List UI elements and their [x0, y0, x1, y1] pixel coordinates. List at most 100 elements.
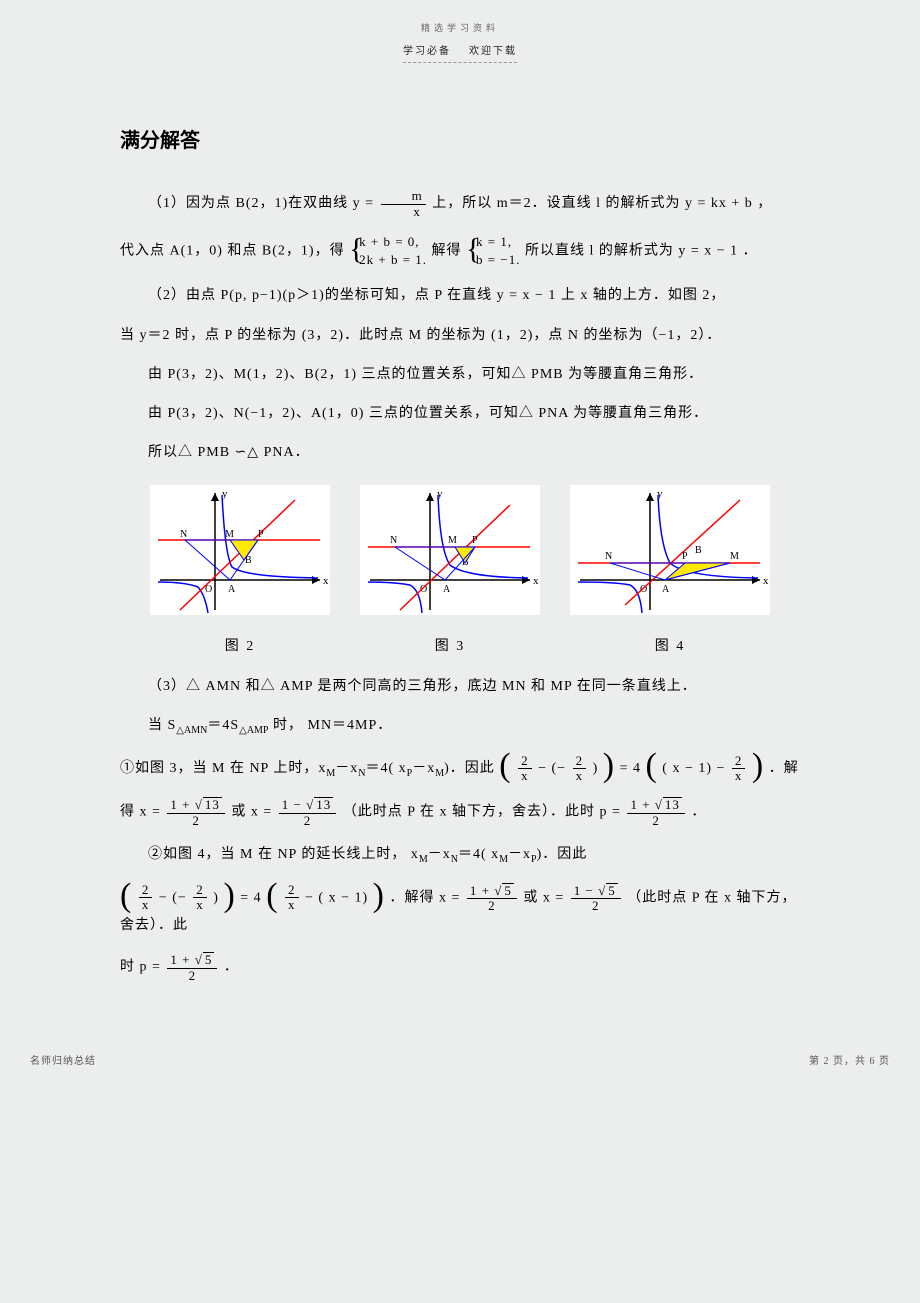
x-eq-3: x = [439, 890, 465, 905]
p13-b: 或 [523, 890, 543, 905]
svg-text:A: A [662, 584, 670, 595]
p10-f: ．解 [769, 761, 799, 776]
eq-y-mx: y = mx [353, 196, 428, 211]
num: 2 [518, 754, 532, 769]
paragraph-10: ①如图 3，当 M 在 NP 上时，xM－xN＝4( xP－xM)．因此 ( 2… [120, 754, 800, 784]
close-neg: ) [593, 761, 599, 776]
num: 2 [285, 883, 299, 898]
footer-right: 第 2 页，共 6 页 [809, 1053, 890, 1071]
p10-e: )．因此 [444, 761, 499, 776]
close-neg2: ) [213, 890, 219, 905]
figure-2-caption: 图 2 [150, 634, 330, 659]
paragraph-13: ( 2x − (− 2x ) ) = 4 ( 2x − ( x − 1) ) ．… [120, 883, 800, 939]
sys1-r2: 2k + b = 1. [359, 251, 427, 269]
main-content: 满分解答 （1）因为点 B(2，1)在双曲线 y = mx 上，所以 m＝2．设… [0, 123, 920, 983]
p12-e: )．因此 [537, 847, 588, 862]
page-subheader: 学习必备 欢迎下载 [403, 43, 517, 63]
p13-a: ．解得 [389, 890, 439, 905]
sys2-r2: b = −1. [476, 251, 520, 269]
frac-2x-2: 2x [573, 754, 587, 784]
num: 2 [573, 754, 587, 769]
frac-2x-6: 2x [285, 883, 299, 913]
den: x [518, 769, 532, 783]
eq4-2: = 4 [240, 890, 261, 905]
figure-3-caption: 图 3 [360, 634, 540, 659]
svg-text:P: P [258, 529, 264, 540]
frac-sqrt5-3: 1 + √52 [167, 952, 217, 983]
page-subheader-wrap: 学习必备 欢迎下载 [0, 38, 920, 63]
p1-text-c: ， [757, 196, 772, 211]
x-1-term: ( x − 1) − [662, 761, 730, 776]
minus-x1: − ( x − 1) [305, 890, 368, 905]
sub-m2: M [435, 767, 444, 778]
paragraph-11: 得 x = 1 + √132 或 x = 1 − √132 （此时点 P 在 x… [120, 797, 800, 828]
svg-text:x: x [533, 575, 539, 587]
footer-left: 名师归纳总结 [30, 1053, 96, 1071]
svg-text:x: x [763, 575, 769, 587]
den: x [732, 769, 746, 783]
frac-sqrt13-1: 1 + √132 [167, 797, 224, 828]
frac-2x-3: 2x [732, 754, 746, 784]
x-eq-4: x = [543, 890, 569, 905]
paragraph-14: 时 p = 1 + √52 ． [120, 952, 800, 983]
section-title: 满分解答 [120, 123, 800, 159]
frac-2x-1: 2x [518, 754, 532, 784]
den: x [193, 898, 207, 912]
den: x [573, 769, 587, 783]
sub-n2: N [451, 854, 458, 865]
den: x [139, 898, 153, 912]
paragraph-1: （1）因为点 B(2，1)在双曲线 y = mx 上，所以 m＝2．设直线 l … [120, 189, 800, 219]
figure-4-caption: 图 4 [570, 634, 770, 659]
frac-2x-5: 2x [193, 883, 207, 913]
p11-b: 或 [231, 805, 251, 820]
sub-m: M [326, 767, 335, 778]
figure-3-svg: x y O N M P A B [360, 485, 540, 615]
p-eq-2: p = [140, 960, 166, 975]
paragraph-7: 所以△ PMB ∽△ PNA． [120, 440, 800, 465]
p2-text-a: 代入点 A(1，0) 和点 B(2，1)，得 [120, 243, 345, 258]
sys1-r1: k + b = 0, [359, 233, 427, 251]
subheader-left: 学习必备 [403, 46, 451, 57]
num: 2 [193, 883, 207, 898]
frac-den: x [381, 205, 426, 219]
svg-text:M: M [448, 535, 457, 546]
eq-y-kxb: y = kx + b [685, 196, 753, 211]
minus-neg: − (− [538, 761, 566, 776]
eq4-1: = 4 [620, 761, 641, 776]
svg-text:A: A [443, 584, 451, 595]
p12-d: －x [508, 847, 531, 862]
system-2: k = 1, b = −1. [466, 233, 520, 269]
figure-4-svg: x y O N M P A B [570, 485, 770, 615]
p12-b: －x [428, 847, 451, 862]
page-header-top: 精选学习资料 [0, 20, 920, 36]
paragraph-2: 代入点 A(1，0) 和点 B(2，1)，得 k + b = 0, 2k + b… [120, 233, 800, 269]
p10-d: －x [412, 761, 435, 776]
svg-text:P: P [682, 551, 688, 562]
svg-text:M: M [730, 551, 739, 562]
p11-d: ． [691, 805, 706, 820]
p2-text-c: 所以直线 l 的解析式为 [525, 243, 678, 258]
frac-num: m [381, 189, 426, 204]
paragraph-3: （2）由点 P(p, p−1)(p＞1)的坐标可知，点 P 在直线 y = x … [120, 283, 800, 308]
sys2-r1: k = 1, [476, 233, 520, 251]
p12-a: ②如图 4，当 M 在 NP 的延长线上时， x [148, 847, 419, 862]
p2-text-b: 解得 [432, 243, 462, 258]
frac-sqrt5-2: 1 − √52 [571, 883, 621, 914]
figure-4-wrap: x y O N M P A B 图 4 [570, 485, 770, 659]
p14-a: 时 [120, 960, 140, 975]
svg-text:A: A [228, 584, 236, 595]
p9-sub2: △AMP [239, 725, 268, 736]
p11-a: 得 [120, 805, 140, 820]
p9-a: 当 S [148, 718, 176, 733]
paragraph-4: 当 y＝2 时，点 P 的坐标为 (3，2)．此时点 M 的坐标为 (1，2)，… [120, 323, 800, 348]
subheader-right: 欢迎下载 [469, 46, 517, 57]
figure-3-wrap: x y O N M P A B 图 3 [360, 485, 540, 659]
sqrt13: 13 [203, 797, 222, 812]
p1-text-b: 上，所以 m＝2．设直线 l 的解析式为 [432, 196, 685, 211]
svg-text:N: N [180, 529, 187, 540]
den: x [285, 898, 299, 912]
svg-text:P: P [472, 535, 478, 546]
sqrt13c: 13 [663, 797, 682, 812]
minus-neg2: − (− [159, 890, 187, 905]
svg-text:M: M [225, 529, 234, 540]
